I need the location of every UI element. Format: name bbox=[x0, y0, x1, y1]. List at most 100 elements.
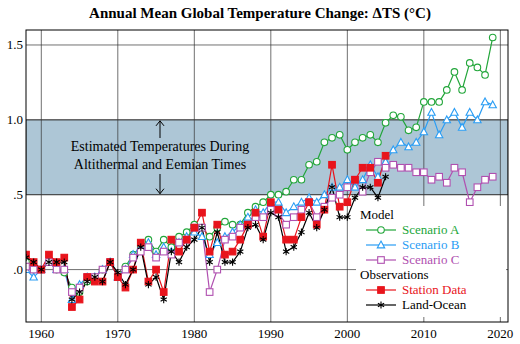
point bbox=[382, 164, 389, 171]
point bbox=[489, 173, 496, 180]
point bbox=[290, 236, 297, 243]
point bbox=[459, 169, 466, 176]
point bbox=[321, 139, 328, 146]
series-line bbox=[26, 162, 493, 292]
point bbox=[115, 269, 121, 276]
point bbox=[344, 214, 350, 221]
point bbox=[38, 266, 45, 273]
point bbox=[99, 266, 106, 273]
point bbox=[412, 138, 419, 145]
point bbox=[76, 288, 82, 295]
x-tick-label: 1980 bbox=[181, 326, 207, 341]
point bbox=[390, 161, 397, 168]
point bbox=[275, 206, 282, 213]
point bbox=[69, 296, 75, 303]
point bbox=[474, 184, 481, 191]
point bbox=[421, 169, 428, 176]
point bbox=[107, 259, 114, 266]
point bbox=[46, 259, 53, 266]
point bbox=[421, 99, 428, 106]
y-grid bbox=[26, 119, 508, 120]
point bbox=[405, 143, 412, 150]
point bbox=[321, 206, 328, 213]
point bbox=[314, 224, 320, 231]
point bbox=[282, 209, 289, 216]
point bbox=[336, 132, 343, 139]
point bbox=[68, 296, 75, 303]
point bbox=[329, 135, 336, 142]
point bbox=[61, 259, 67, 266]
legend-marker bbox=[378, 287, 385, 294]
point bbox=[359, 176, 366, 183]
point bbox=[153, 266, 160, 273]
point bbox=[214, 266, 221, 273]
point bbox=[451, 108, 458, 115]
point bbox=[367, 164, 374, 171]
point bbox=[298, 206, 305, 213]
legend-marker bbox=[377, 241, 384, 248]
point bbox=[306, 209, 312, 216]
point bbox=[375, 194, 381, 201]
point bbox=[397, 138, 404, 145]
point bbox=[214, 239, 221, 246]
point bbox=[176, 248, 183, 255]
point bbox=[168, 236, 175, 243]
legend: ModelScenario AScenario BScenario CObser… bbox=[356, 206, 506, 317]
point bbox=[420, 128, 427, 135]
point bbox=[344, 146, 351, 153]
point bbox=[84, 278, 90, 285]
point bbox=[229, 221, 236, 228]
point bbox=[413, 169, 420, 176]
point bbox=[352, 194, 358, 201]
point bbox=[290, 176, 297, 183]
point bbox=[260, 199, 267, 206]
point bbox=[176, 239, 183, 246]
point bbox=[130, 266, 137, 273]
point bbox=[199, 224, 205, 231]
point bbox=[336, 203, 343, 210]
point bbox=[313, 198, 320, 205]
point bbox=[436, 99, 443, 106]
legend-label: Scenario B bbox=[402, 237, 460, 252]
y-tick-label: 1.5 bbox=[7, 37, 23, 52]
series-line bbox=[26, 177, 386, 300]
point bbox=[161, 296, 167, 303]
x-tick-label: 1960 bbox=[28, 326, 54, 341]
point bbox=[53, 259, 60, 266]
point bbox=[229, 259, 235, 266]
legend-group: Observations bbox=[360, 267, 429, 282]
legend-label: Land-Ocean bbox=[402, 297, 467, 312]
x-tick-label: 1970 bbox=[105, 326, 131, 341]
legend-marker bbox=[378, 301, 384, 308]
legend-label: Scenario C bbox=[402, 252, 459, 267]
point bbox=[69, 289, 76, 296]
point bbox=[183, 236, 190, 243]
legend-marker bbox=[378, 227, 385, 234]
point bbox=[107, 259, 113, 266]
x-tick-label: 1990 bbox=[258, 326, 284, 341]
point bbox=[337, 214, 343, 221]
point bbox=[290, 214, 297, 221]
point bbox=[413, 124, 420, 131]
point bbox=[30, 259, 37, 266]
series-line bbox=[26, 102, 493, 300]
point bbox=[53, 266, 60, 273]
point bbox=[466, 199, 473, 206]
legend-label: Station Data bbox=[402, 282, 467, 297]
point bbox=[130, 266, 136, 273]
point bbox=[398, 114, 405, 121]
point bbox=[482, 176, 489, 183]
point bbox=[344, 176, 351, 183]
point bbox=[252, 209, 259, 216]
point bbox=[30, 266, 37, 273]
band bbox=[26, 120, 508, 195]
point bbox=[336, 191, 343, 198]
point bbox=[199, 224, 206, 231]
point bbox=[398, 164, 405, 171]
point bbox=[482, 72, 489, 79]
point bbox=[428, 108, 435, 115]
point bbox=[237, 248, 243, 255]
point bbox=[336, 183, 343, 190]
point bbox=[38, 266, 45, 273]
point bbox=[252, 221, 258, 228]
